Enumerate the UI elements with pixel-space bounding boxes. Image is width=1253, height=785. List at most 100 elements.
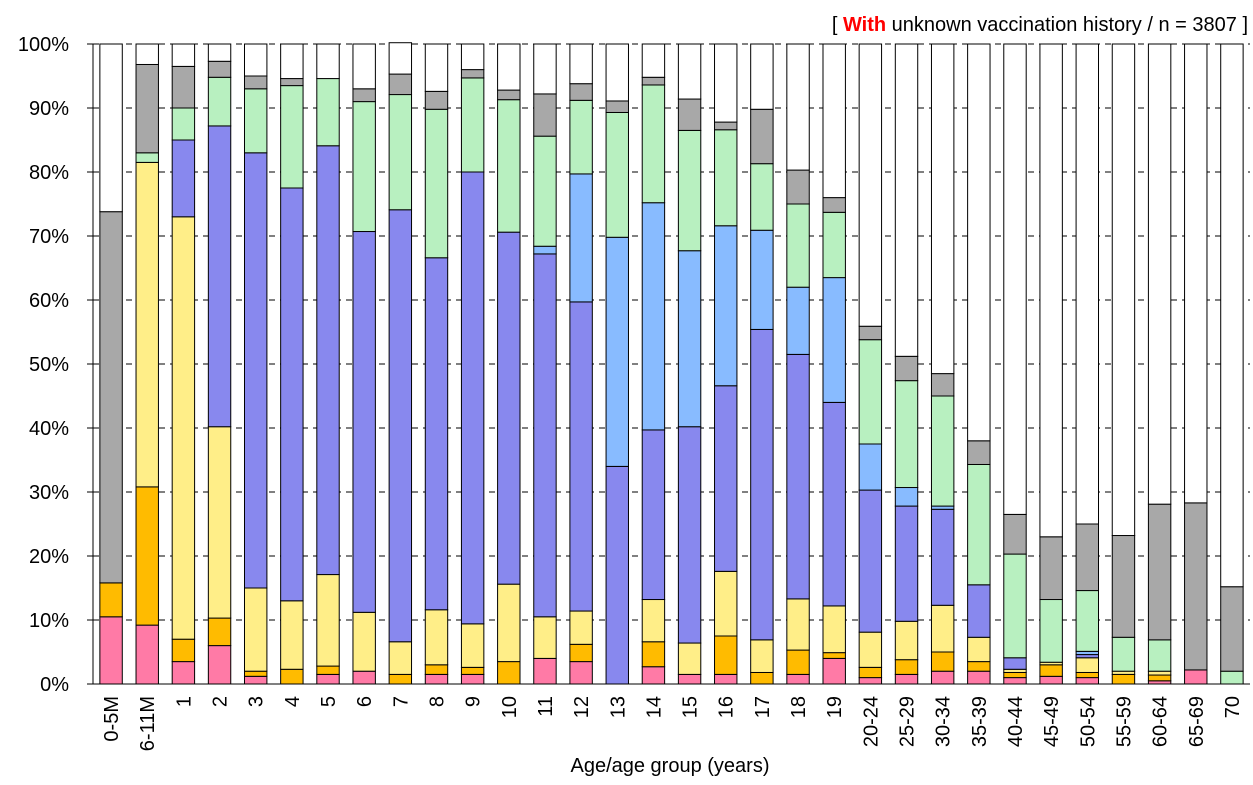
bar-segment-14-s1 <box>641 666 666 685</box>
bar-segment-14-s6 <box>641 84 666 204</box>
bar-segment-15-s4 <box>677 426 702 644</box>
x-axis-label: Age/age group (years) <box>570 755 769 777</box>
bar-segment-2-s1 <box>207 645 232 685</box>
bar-segment-13-s4 <box>605 465 629 685</box>
bar-segment-35-39-s2 <box>967 661 991 672</box>
bar-segment-13-s8 <box>605 43 629 102</box>
bar-segment-25-29-s4 <box>894 505 919 622</box>
bar-segment-16-s6 <box>714 129 738 227</box>
bar-segment-14-s8 <box>641 43 666 78</box>
bar-segment-9-s7 <box>460 69 485 79</box>
bar-segment-50-54-s2 <box>1075 671 1100 679</box>
bar-segment-55-59-s2 <box>1111 673 1136 685</box>
bar-segment-35-39-s1 <box>967 670 991 685</box>
x-tick-label: 18 <box>788 696 810 718</box>
bar-segment-11-s8 <box>533 43 557 95</box>
bar-segment-5-s1 <box>316 673 340 685</box>
bar-segment-16-s1 <box>714 673 738 685</box>
bar-segment-30-34-s3 <box>930 604 955 653</box>
bar-segment-35-39-s6 <box>967 463 991 586</box>
bar-segment-10-s8 <box>497 43 521 91</box>
bar-segment-1-s4 <box>171 139 196 218</box>
bar-segment-7-s4 <box>388 209 413 643</box>
x-tick-label: 15 <box>680 696 702 718</box>
bar-segment-55-59-s7 <box>1111 535 1136 638</box>
bar-segment-3-s2 <box>243 670 268 677</box>
x-tick-labels: 0-5M 6-11M 1 2 3 4 5 6 7 8 9 10 11 12 13 14 15 16 17 18 19 20… <box>101 696 1244 751</box>
bar-segment-15-s7 <box>677 98 702 131</box>
bar-segment-50-54-s1 <box>1075 677 1100 685</box>
bar-segment-11-s1 <box>533 657 557 685</box>
x-tick-label: 12 <box>571 696 593 718</box>
bar-segment-7-s3 <box>388 641 413 675</box>
bar-segment-50-54-s3 <box>1075 657 1100 673</box>
bar-segment-18-s8 <box>786 43 810 171</box>
bar-segment-9-s8 <box>460 43 485 71</box>
bar-segment-5-s2 <box>316 665 340 675</box>
bar-segment-25-29-s7 <box>894 355 919 382</box>
y-tick-label: 100% <box>18 34 69 56</box>
bar-segment-8-s6 <box>424 108 449 259</box>
bar-segment-6-s6 <box>352 101 376 233</box>
bar-segment-11-s7 <box>533 93 557 137</box>
bar-segment-20-24-s4 <box>858 489 883 633</box>
bar-segment-1-s7 <box>171 65 196 109</box>
bar-segment-19-s7 <box>822 197 846 213</box>
bar-segment-13-s6 <box>605 111 629 238</box>
bar-segment-6-11M-s1 <box>135 624 159 685</box>
bar-segment-19-s2 <box>822 652 846 659</box>
bar-segment-17-s2 <box>750 671 774 685</box>
bar-segment-2-s8 <box>207 43 232 62</box>
bar-segment-8-s3 <box>424 609 449 666</box>
bar-segment-60-64-s7 <box>1147 503 1172 641</box>
bar-segment-50-54-s8 <box>1075 43 1100 525</box>
x-tick-label: 6-11M <box>137 696 159 751</box>
bar-segment-25-29-s1 <box>894 673 919 685</box>
bar-segment-30-34-s4 <box>930 508 955 606</box>
bar-segment-3-s3 <box>243 587 268 672</box>
bar-segment-30-34-s1 <box>930 670 955 685</box>
bar-segment-5-s4 <box>316 145 340 576</box>
x-tick-label: 70 <box>1222 696 1244 718</box>
bar-segment-13-s7 <box>605 100 629 113</box>
y-tick-label: 10% <box>29 610 69 632</box>
bar-segment-3-s8 <box>243 43 268 77</box>
bar-segment-10-s3 <box>497 583 521 663</box>
y-tick-label: 30% <box>29 482 69 504</box>
bar-segment-5-s3 <box>316 574 340 667</box>
bar-segment-1-s1 <box>171 661 196 685</box>
y-tick-label: 90% <box>29 98 69 120</box>
x-tick-label: 40-44 <box>1005 696 1027 747</box>
bar-segment-1-s3 <box>171 216 196 640</box>
bar-segment-40-44-s7 <box>1003 513 1027 555</box>
x-tick-label: 30-34 <box>933 696 955 747</box>
bar-segment-65-69-s8 <box>1184 43 1208 504</box>
bar-segment-12-s3 <box>569 610 593 645</box>
bar-segment-18-s4 <box>786 353 810 600</box>
bar-segment-11-s3 <box>533 616 557 659</box>
bar-segment-9-s1 <box>460 673 485 685</box>
x-tick-label: 20-24 <box>860 696 882 747</box>
bar-segment-0-5M-s8 <box>99 43 123 213</box>
bar-segment-20-24-s3 <box>858 631 883 668</box>
annotation-rest: unknown vaccination history / n = 3807 ] <box>886 14 1248 36</box>
bar-segment-9-s3 <box>460 623 485 668</box>
bar-segment-10-s7 <box>497 89 521 101</box>
bar-segment-45-49-s8 <box>1039 43 1063 538</box>
bar-segment-12-s4 <box>569 301 593 612</box>
bar-segment-14-s4 <box>641 429 666 601</box>
bar-segment-30-34-s2 <box>930 651 955 672</box>
bar-segment-17-s7 <box>750 108 774 165</box>
bar-segment-16-s3 <box>714 570 738 637</box>
bar-segment-25-29-s8 <box>894 43 919 357</box>
bar-segment-25-29-s3 <box>894 620 919 661</box>
bar-segment-18-s7 <box>786 169 810 205</box>
bar-segment-0-5M-s2 <box>99 582 123 618</box>
bar-segment-12-s7 <box>569 83 593 101</box>
bar-segment-6-s4 <box>352 231 376 613</box>
bar-segment-10-s6 <box>497 99 521 233</box>
x-tick-label: 35-39 <box>969 696 991 747</box>
bar-segment-16-s8 <box>714 43 738 123</box>
bar-segment-11-s4 <box>533 253 557 618</box>
bar-segment-25-29-s6 <box>894 380 919 489</box>
